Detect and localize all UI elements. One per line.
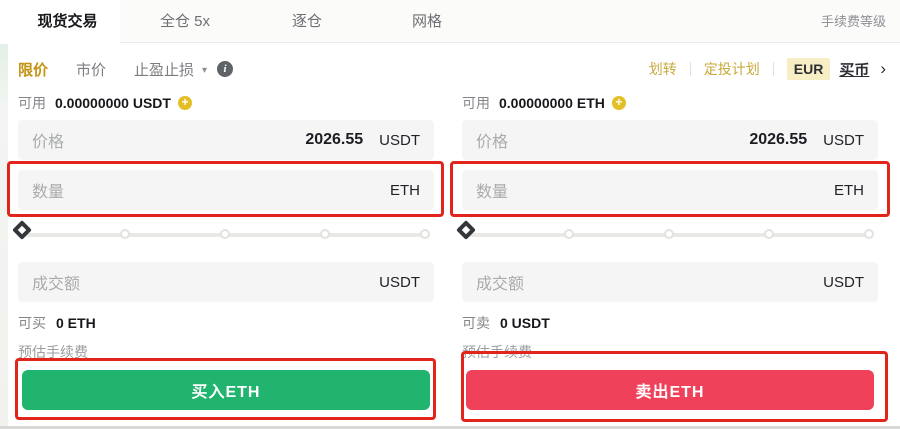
- buy-amount-slider[interactable]: [12, 220, 434, 245]
- deposit-plus-icon[interactable]: +: [177, 96, 192, 110]
- auto-invest-link[interactable]: 定投计划: [703, 61, 760, 77]
- amount-unit: ETH: [390, 181, 420, 199]
- total-placeholder: 成交额: [476, 276, 525, 293]
- available-label: 可用: [18, 95, 46, 111]
- max-buy-label: 可买: [18, 315, 46, 331]
- available-balance-row: 可用 0.00000000 ETH +: [462, 95, 626, 111]
- slider-stop-25[interactable]: [120, 229, 130, 239]
- divider: [689, 62, 691, 76]
- available-label: 可用: [462, 95, 490, 111]
- amount-unit: ETH: [834, 181, 864, 199]
- price-unit: USDT: [379, 131, 420, 149]
- slider-stop-100[interactable]: [864, 229, 874, 239]
- tab-grid[interactable]: 网格: [412, 13, 443, 30]
- buy-panel: 可用 0.00000000 USDT + 价格 2026.55 USDT 数量 …: [7, 95, 444, 429]
- price-unit: USDT: [823, 131, 864, 149]
- buy-total-input[interactable]: 成交额 USDT: [18, 262, 434, 302]
- transfer-link[interactable]: 划转: [648, 61, 677, 77]
- amount-placeholder: 数量: [32, 184, 65, 201]
- ordertype-stop-limit[interactable]: 止盈止损: [134, 61, 195, 79]
- buy-price-input[interactable]: 价格 2026.55 USDT: [18, 120, 434, 160]
- fee-level-link[interactable]: 手续费等级: [820, 14, 886, 29]
- currency-badge[interactable]: EUR: [786, 58, 831, 80]
- available-value: 0.00000000 ETH: [499, 95, 605, 111]
- tab-bar-background: [120, 0, 900, 43]
- estimated-fee-label: 预估手续费: [18, 344, 88, 360]
- slider-stop-25[interactable]: [564, 229, 574, 239]
- total-placeholder: 成交额: [32, 276, 81, 293]
- slider-stop-75[interactable]: [764, 229, 774, 239]
- max-sell-row: 可卖 0 USDT: [462, 315, 550, 331]
- total-unit: USDT: [379, 273, 420, 291]
- price-value: 2026.55: [305, 131, 364, 148]
- amount-placeholder: 数量: [476, 184, 509, 201]
- sell-panel: 可用 0.00000000 ETH + 价格 2026.55 USDT 数量 E…: [450, 95, 890, 429]
- tab-cross-margin-5x[interactable]: 全仓 5x: [160, 13, 211, 30]
- sell-amount-slider[interactable]: [456, 220, 878, 245]
- tab-isolated-margin[interactable]: 逐仓: [292, 13, 323, 30]
- chevron-right-icon: ›: [880, 59, 886, 78]
- price-placeholder: 价格: [32, 134, 65, 151]
- divider: [772, 62, 774, 76]
- price-value: 2026.55: [749, 131, 808, 148]
- slider-stop-75[interactable]: [320, 229, 330, 239]
- max-sell-label: 可卖: [462, 315, 490, 331]
- max-buy-value: 0 ETH: [56, 315, 96, 331]
- chevron-down-icon[interactable]: ▾: [202, 64, 208, 76]
- sell-eth-button[interactable]: 卖出ETH: [466, 370, 874, 410]
- buy-coin-link[interactable]: 买币: [839, 61, 870, 79]
- sell-amount-input[interactable]: 数量 ETH: [462, 170, 878, 210]
- slider-stop-100[interactable]: [420, 229, 430, 239]
- max-buy-row: 可买 0 ETH: [18, 315, 96, 331]
- top-tab-bar: 现货交易 全仓 5x 逐仓 网格 手续费等级: [0, 0, 900, 44]
- available-value: 0.00000000 USDT: [55, 95, 171, 111]
- price-placeholder: 价格: [476, 134, 509, 151]
- available-balance-row: 可用 0.00000000 USDT +: [18, 95, 192, 111]
- bottom-edge-strip: [0, 426, 900, 429]
- buy-amount-input[interactable]: 数量 ETH: [18, 170, 434, 210]
- deposit-plus-icon[interactable]: +: [611, 96, 626, 110]
- ordertype-market[interactable]: 市价: [76, 61, 107, 79]
- quick-links-row: 划转 定投计划 EUR 买币 ›: [649, 57, 886, 81]
- order-type-row: 限价 市价 止盈止损 ▾ i: [18, 58, 234, 80]
- info-icon[interactable]: i: [217, 61, 234, 77]
- buy-eth-button[interactable]: 买入ETH: [22, 370, 430, 410]
- sell-price-input[interactable]: 价格 2026.55 USDT: [462, 120, 878, 160]
- sell-total-input[interactable]: 成交额 USDT: [462, 262, 878, 302]
- estimated-fee-label: 预估手续费: [462, 344, 532, 360]
- slider-stop-50[interactable]: [220, 229, 230, 239]
- max-sell-value: 0 USDT: [500, 315, 550, 331]
- total-unit: USDT: [823, 273, 864, 291]
- slider-stop-50[interactable]: [664, 229, 674, 239]
- ordertype-limit[interactable]: 限价: [18, 61, 49, 79]
- left-edge-strip: [0, 0, 8, 429]
- tab-spot-trading[interactable]: 现货交易: [15, 0, 120, 44]
